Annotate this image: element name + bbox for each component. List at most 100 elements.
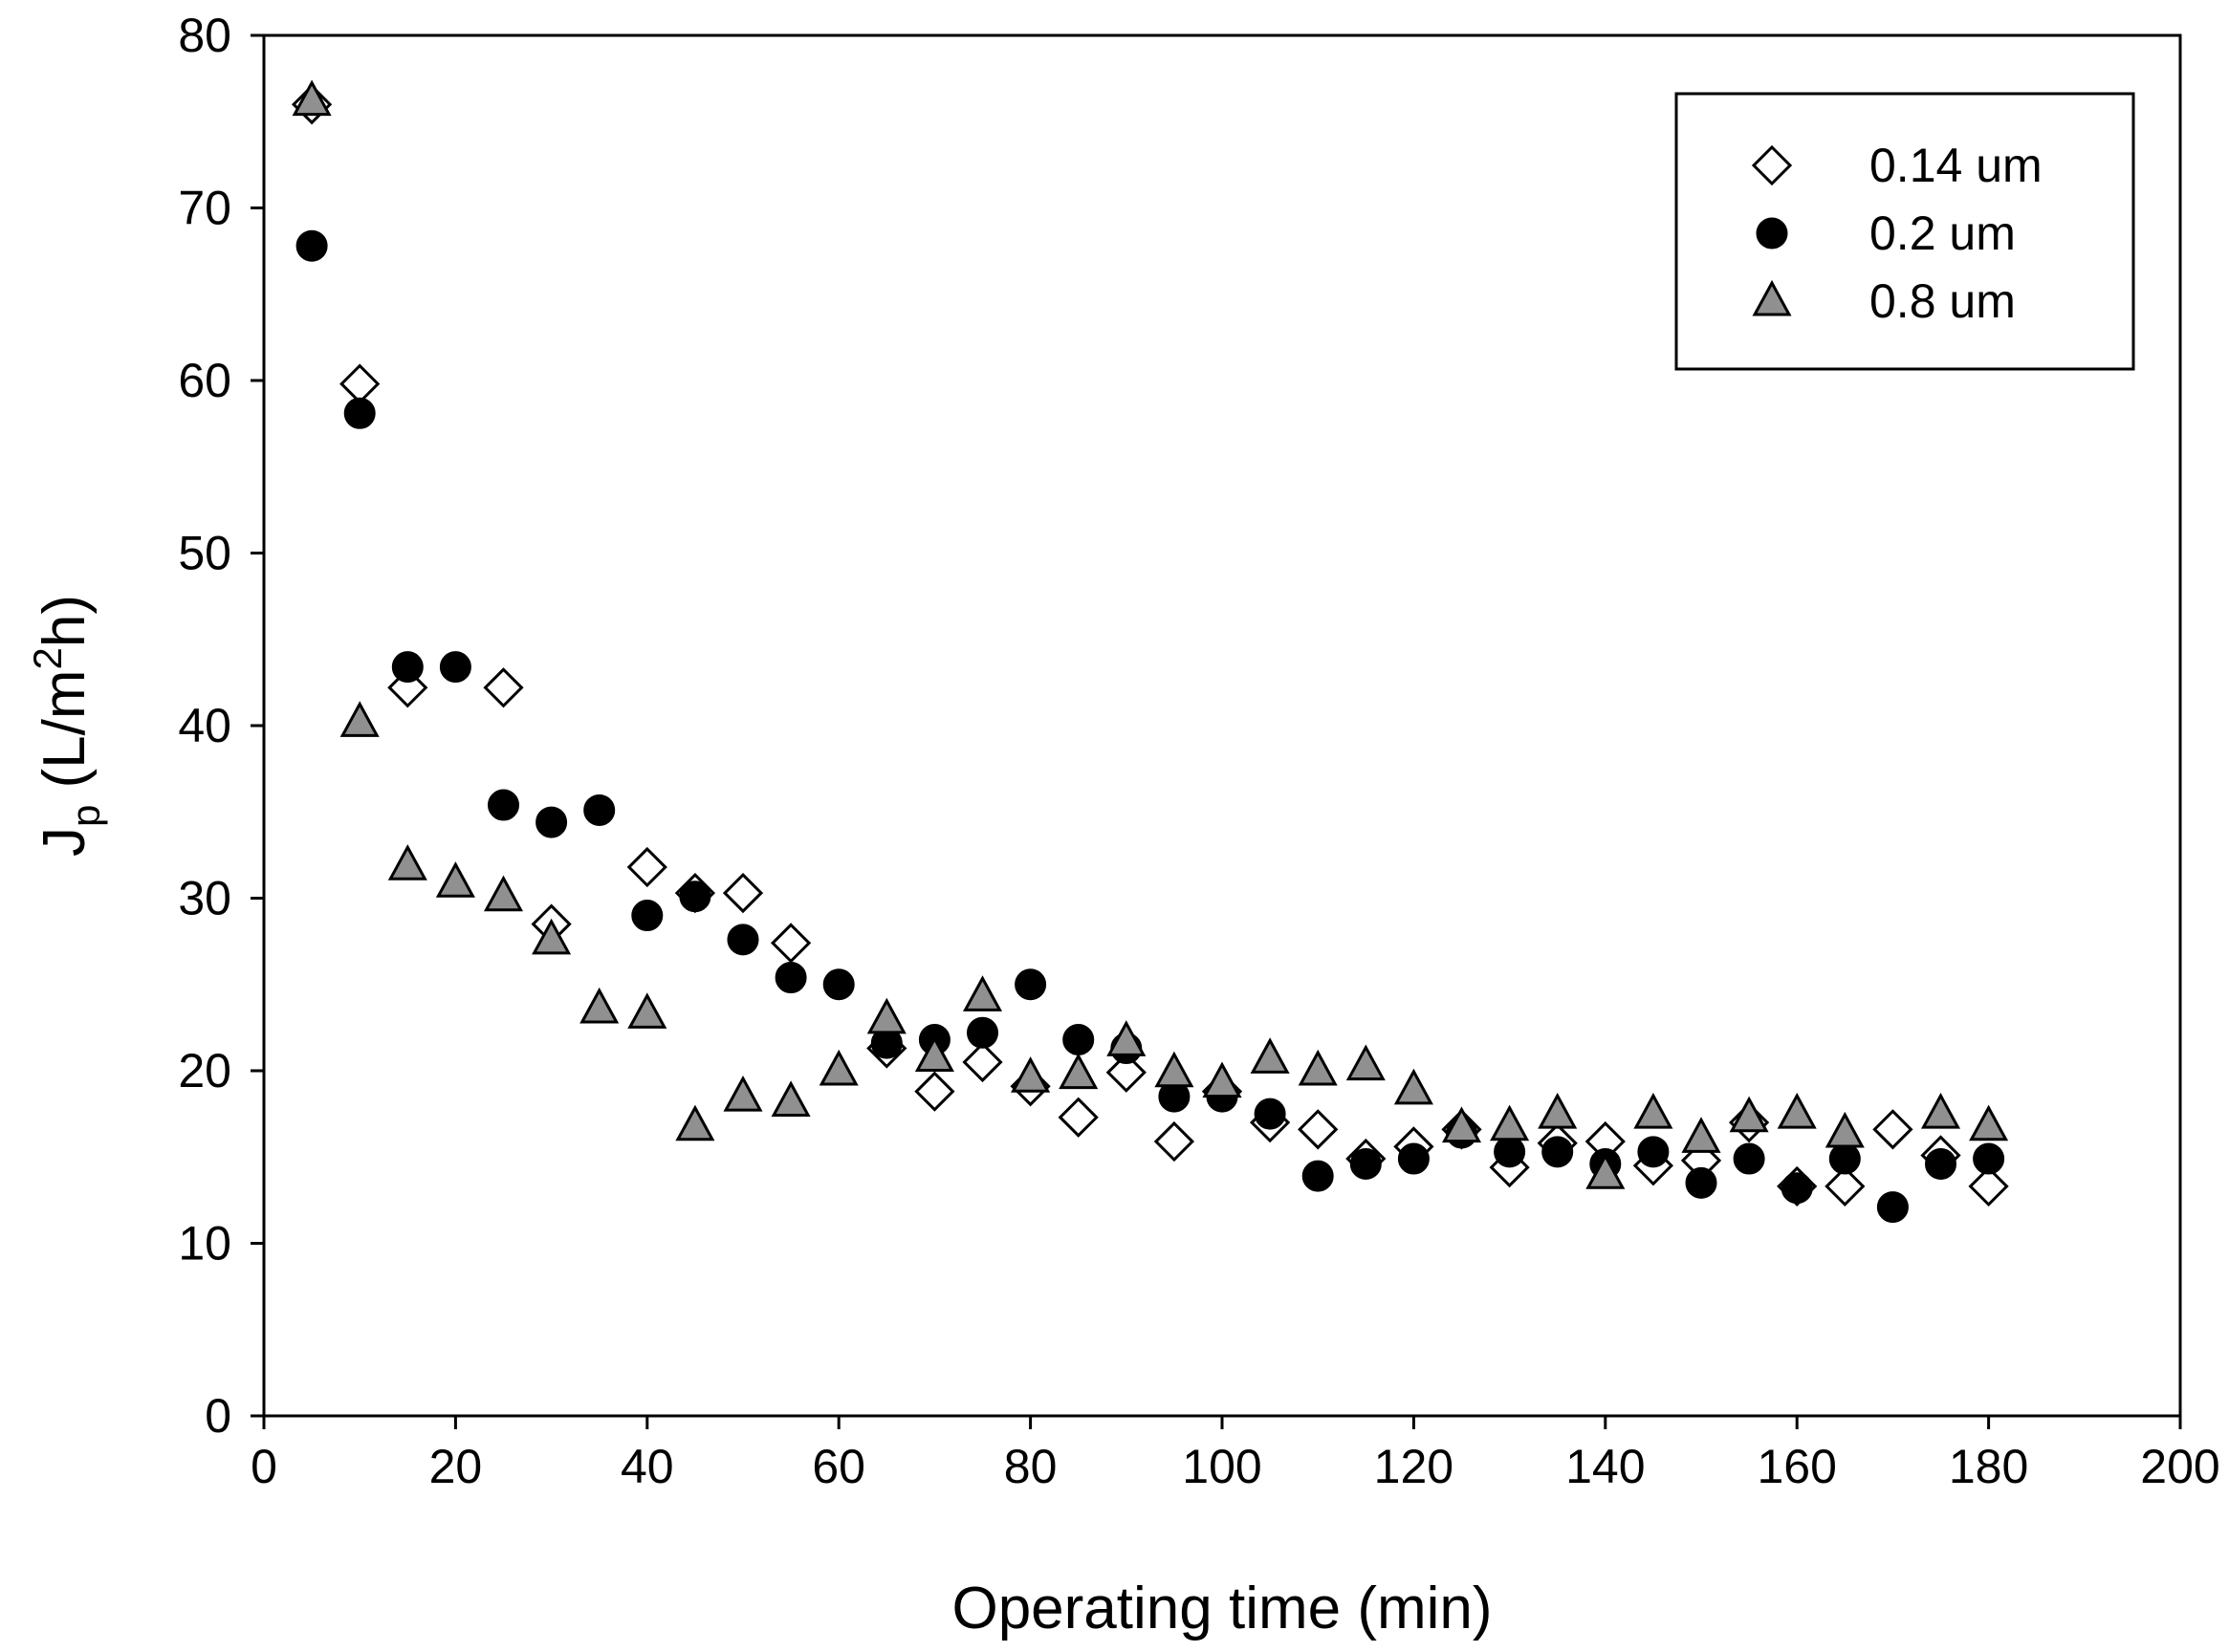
legend-label-0-14-um: 0.14 um [1869, 139, 2043, 192]
circle-point [1733, 1142, 1765, 1175]
y-tick-label: 0 [205, 1389, 231, 1443]
diamond-point [483, 667, 524, 708]
triangle-point [675, 1104, 715, 1141]
triangle-point [292, 79, 332, 117]
legend-label-0-8-um: 0.8 um [1869, 274, 2016, 328]
circle-point [1973, 1142, 2005, 1175]
legend-circle-marker [1756, 217, 1788, 250]
x-tick-label: 60 [812, 1440, 865, 1493]
triangle-point [579, 987, 620, 1024]
circle-point [822, 968, 855, 1001]
legend-triangle-marker [1752, 279, 1792, 316]
y-tick-label: 80 [178, 9, 231, 62]
diamond-point [1058, 1097, 1099, 1138]
circle-point [1828, 1142, 1861, 1175]
legend-markers [1751, 144, 1793, 316]
circle-point [967, 1016, 998, 1049]
circle-point [295, 229, 328, 262]
triangle-point [771, 1080, 811, 1117]
circle-point [583, 793, 616, 826]
x-tick-label: 100 [1182, 1440, 1261, 1493]
circle-point [775, 962, 807, 994]
diamond-point [1872, 1109, 1913, 1150]
triangle-point [627, 992, 667, 1029]
y-tick-label: 40 [178, 699, 231, 752]
triangle-point [1538, 1092, 1578, 1129]
series-triangle [292, 79, 2009, 1189]
triangle-point [914, 1035, 954, 1073]
circle-point [439, 651, 471, 684]
x-tick-label: 200 [2140, 1440, 2219, 1493]
triangle-point [339, 701, 380, 737]
circle-point [1301, 1160, 1334, 1192]
triangle-point [1681, 1117, 1721, 1153]
x-tick-label: 80 [1004, 1440, 1058, 1493]
triangle-point [1154, 1051, 1194, 1088]
circle-point [1541, 1136, 1574, 1168]
triangle-point [1777, 1092, 1817, 1129]
triangle-point [1345, 1044, 1386, 1081]
data-marks [291, 79, 2009, 1224]
triangle-point [1298, 1049, 1338, 1086]
triangle-point [1393, 1068, 1433, 1105]
circle-point [679, 880, 711, 913]
y-tick-label: 20 [178, 1044, 231, 1098]
y-axis-title-subscript: p [63, 805, 108, 827]
triangle-point [1920, 1092, 1961, 1129]
y-axis-title-superscript: 2 [25, 647, 70, 669]
triangle-point [1969, 1104, 2009, 1141]
circle-point [343, 397, 376, 429]
x-tick-label: 140 [1565, 1440, 1645, 1493]
legend-diamond-marker [1751, 144, 1793, 186]
legend-box [1674, 92, 2135, 371]
diamond-point [1153, 1120, 1195, 1163]
circle-point [1925, 1147, 1956, 1180]
y-tick-label: 50 [178, 527, 231, 580]
triangle-point [387, 844, 427, 880]
circle-point [535, 806, 568, 838]
circle-point [631, 900, 664, 932]
triangle-point [435, 861, 475, 898]
triangle-point [723, 1075, 763, 1112]
triangle-point [866, 997, 907, 1034]
axes: 0 20 40 60 80 100 120 140 160 180 200 0 10 20 30 40 50 60… [178, 9, 2219, 1493]
triangle-point [1059, 1053, 1099, 1090]
y-axis-title-main: J [32, 827, 98, 857]
circle-point [1876, 1191, 1909, 1224]
triangle-point [1441, 1106, 1482, 1143]
series-circle [295, 229, 2005, 1224]
diamond-point [962, 1041, 1003, 1083]
triangle-point [1585, 1153, 1626, 1189]
triangle-point [1729, 1096, 1769, 1133]
triangle-point [532, 918, 572, 955]
triangle-point [819, 1049, 859, 1086]
circle-point [1349, 1147, 1382, 1180]
circle-point [488, 789, 519, 821]
diamond-point [914, 1071, 955, 1112]
y-axis-title-unit-open: (L/m [32, 669, 98, 804]
circle-point [1062, 1024, 1095, 1056]
legend-label-0-2-um: 0.2 um [1869, 206, 2016, 260]
diamond-point [1968, 1165, 2009, 1207]
triangle-point [1825, 1111, 1865, 1148]
triangle-point [1250, 1037, 1290, 1074]
diamond-point [722, 872, 764, 914]
triangle-point [1633, 1092, 1673, 1129]
x-tick-label: 40 [621, 1440, 674, 1493]
circle-point [1637, 1136, 1670, 1168]
y-tick-label: 70 [178, 182, 231, 235]
y-tick-label: 60 [178, 354, 231, 407]
diamond-point [1825, 1165, 1866, 1207]
circle-point [1254, 1098, 1286, 1130]
diamond-point [626, 846, 667, 888]
diamond-point [770, 923, 812, 964]
x-tick-label: 0 [251, 1440, 277, 1493]
diamond-point [339, 363, 381, 404]
legend: 0.14 um 0.2 um 0.8 um [1674, 92, 2135, 371]
circle-point [1494, 1136, 1526, 1168]
x-tick-label: 180 [1949, 1440, 2028, 1493]
circle-point [1685, 1166, 1717, 1199]
circle-point [1015, 968, 1047, 1001]
triangle-point [1202, 1061, 1242, 1098]
